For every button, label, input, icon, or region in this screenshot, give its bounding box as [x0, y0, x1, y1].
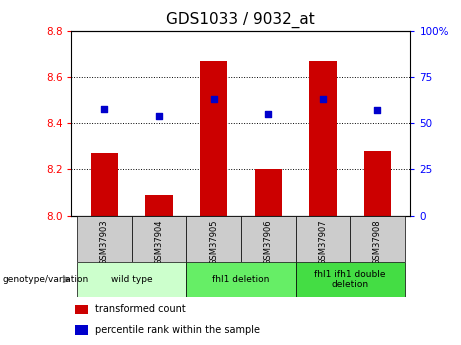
- Text: GSM37904: GSM37904: [154, 219, 163, 265]
- Text: GSM37903: GSM37903: [100, 219, 109, 265]
- Text: GSM37906: GSM37906: [264, 219, 273, 265]
- Bar: [186, 262, 296, 297]
- Bar: [309, 61, 337, 216]
- Bar: [77, 216, 131, 262]
- Bar: [145, 195, 172, 216]
- Point: [374, 108, 381, 113]
- Bar: [364, 151, 391, 216]
- Text: wild type: wild type: [111, 275, 153, 284]
- Bar: [131, 216, 186, 262]
- Text: fhl1 deletion: fhl1 deletion: [212, 275, 270, 284]
- Bar: [254, 169, 282, 216]
- Bar: [77, 262, 186, 297]
- Point: [210, 97, 217, 102]
- Text: GSM37907: GSM37907: [319, 219, 327, 265]
- Bar: [350, 216, 405, 262]
- Bar: [200, 61, 227, 216]
- Text: GSM37908: GSM37908: [373, 219, 382, 265]
- Point: [319, 97, 326, 102]
- Text: fhl1 ifh1 double
deletion: fhl1 ifh1 double deletion: [314, 270, 386, 289]
- Text: GSM37905: GSM37905: [209, 219, 218, 265]
- Bar: [296, 262, 405, 297]
- Text: genotype/variation: genotype/variation: [2, 275, 89, 284]
- Bar: [75, 325, 89, 335]
- Text: percentile rank within the sample: percentile rank within the sample: [95, 325, 260, 335]
- Text: transformed count: transformed count: [95, 304, 186, 314]
- Point: [265, 111, 272, 117]
- Bar: [296, 216, 350, 262]
- Point: [100, 106, 108, 111]
- Point: [155, 113, 163, 119]
- Title: GDS1033 / 9032_at: GDS1033 / 9032_at: [166, 12, 315, 28]
- Bar: [241, 216, 296, 262]
- Bar: [90, 153, 118, 216]
- Bar: [186, 216, 241, 262]
- Bar: [75, 305, 89, 314]
